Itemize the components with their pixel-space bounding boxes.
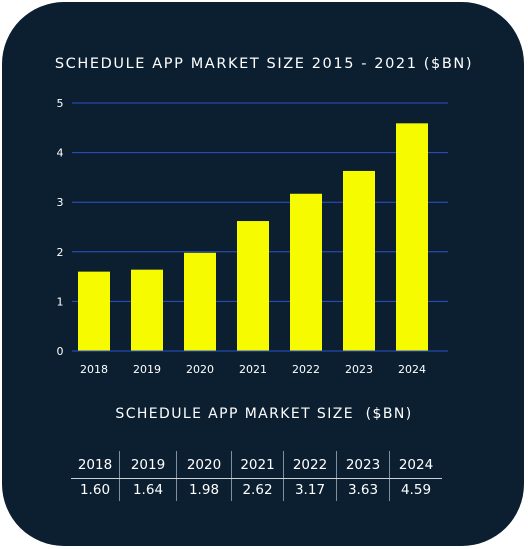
- y-tick-label: 4: [57, 147, 64, 160]
- bar-2021: [237, 221, 269, 351]
- bar-2020: [184, 252, 216, 351]
- table-header-cell: 2021: [231, 451, 284, 479]
- bar-chart: 0 1 2 3 4 5 2018 2019 2020 2021 2022 2023 2024: [57, 97, 448, 376]
- table-value-cell: 2.62: [231, 478, 284, 501]
- table-title: SCHEDULE APP MARKET SIZE ($BN): [115, 406, 413, 422]
- table-value-cell: 1.98: [176, 478, 232, 501]
- bar-2018: [78, 271, 110, 351]
- x-tick-label: 2023: [345, 363, 373, 376]
- table-header-cell: 2024: [389, 451, 442, 479]
- market-size-table: 2018 2019 2020 2021 2022 2023 2024 1.60 1.64 1.9…: [71, 451, 442, 501]
- x-tick-label: 2021: [239, 363, 267, 376]
- table-header-cell: 2023: [336, 451, 390, 479]
- x-tick-label: 2019: [133, 363, 161, 376]
- table-header-row: 2018 2019 2020 2021 2022 2023 2024: [71, 451, 442, 479]
- bar-2023: [343, 170, 375, 351]
- table-value-cell: 3.63: [336, 478, 390, 501]
- y-tick-label: 0: [57, 345, 64, 358]
- bar-2024: [396, 123, 428, 351]
- x-tick-label: 2022: [292, 363, 320, 376]
- y-tick-label: 2: [57, 246, 64, 259]
- table-header-cell: 2020: [176, 451, 232, 479]
- table-header-cell: 2019: [119, 451, 177, 479]
- bar-2022: [290, 193, 322, 351]
- x-tick-label: 2020: [186, 363, 214, 376]
- table-header-cell: 2018: [71, 451, 120, 479]
- x-tick-label: 2018: [80, 363, 108, 376]
- chart-title: SCHEDULE APP MARKET SIZE 2015 - 2021 ($B…: [54, 56, 474, 72]
- table-value-cell: 1.60: [79, 482, 111, 498]
- table-value-row: 1.60 1.64 1.98 2.62 3.17 3.63 4.59: [71, 478, 442, 501]
- y-tick-label: 5: [57, 97, 64, 110]
- x-tick-label: 2024: [398, 363, 426, 376]
- y-tick-label: 3: [57, 196, 64, 209]
- table-value-cell: 4.59: [389, 478, 442, 501]
- table-value-cell: 1.64: [119, 478, 177, 501]
- y-tick-label: 1: [57, 295, 64, 308]
- table-header-cell: 2022: [283, 451, 337, 479]
- bar-2019: [131, 269, 163, 351]
- table-value-cell: 3.17: [283, 478, 337, 501]
